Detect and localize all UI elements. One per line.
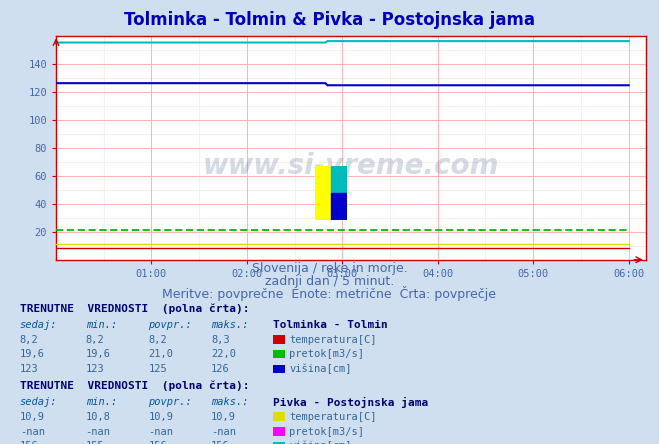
Text: maks.:: maks.: <box>211 397 248 407</box>
Text: Meritve: povprečne  Enote: metrične  Črta: povprečje: Meritve: povprečne Enote: metrične Črta:… <box>163 286 496 301</box>
Text: zadnji dan / 5 minut.: zadnji dan / 5 minut. <box>265 274 394 288</box>
Text: -nan: -nan <box>86 427 111 436</box>
Text: 126: 126 <box>211 364 229 374</box>
Text: 8,3: 8,3 <box>211 335 229 345</box>
Text: 123: 123 <box>20 364 38 374</box>
Text: 156: 156 <box>20 441 38 444</box>
Text: -nan: -nan <box>20 427 45 436</box>
Text: min.:: min.: <box>86 320 117 330</box>
Text: 10,9: 10,9 <box>20 412 45 422</box>
Text: 10,8: 10,8 <box>86 412 111 422</box>
Text: www.si-vreme.com: www.si-vreme.com <box>203 151 499 179</box>
Text: 21,0: 21,0 <box>148 349 173 359</box>
Text: 156: 156 <box>148 441 167 444</box>
Text: pretok[m3/s]: pretok[m3/s] <box>289 349 364 359</box>
Text: pretok[m3/s]: pretok[m3/s] <box>289 427 364 436</box>
Bar <box>315 166 331 220</box>
Text: 8,2: 8,2 <box>148 335 167 345</box>
Text: 155: 155 <box>86 441 104 444</box>
Text: temperatura[C]: temperatura[C] <box>289 412 377 422</box>
Text: povpr.:: povpr.: <box>148 397 192 407</box>
Text: TRENUTNE  VREDNOSTI  (polna črta):: TRENUTNE VREDNOSTI (polna črta): <box>20 303 249 314</box>
Text: sedaj:: sedaj: <box>20 397 57 407</box>
Text: 8,2: 8,2 <box>20 335 38 345</box>
Text: sedaj:: sedaj: <box>20 320 57 330</box>
Text: Tolminka - Tolmin & Pivka - Postojnska jama: Tolminka - Tolmin & Pivka - Postojnska j… <box>124 11 535 28</box>
Text: -nan: -nan <box>148 427 173 436</box>
Text: 19,6: 19,6 <box>20 349 45 359</box>
Text: min.:: min.: <box>86 397 117 407</box>
Text: 10,9: 10,9 <box>211 412 236 422</box>
Bar <box>331 193 347 220</box>
Text: Tolminka - Tolmin: Tolminka - Tolmin <box>273 320 388 330</box>
Text: 125: 125 <box>148 364 167 374</box>
Text: 22,0: 22,0 <box>211 349 236 359</box>
Text: 123: 123 <box>86 364 104 374</box>
Bar <box>331 166 347 193</box>
Text: višina[cm]: višina[cm] <box>289 441 352 444</box>
Text: 8,2: 8,2 <box>86 335 104 345</box>
Text: višina[cm]: višina[cm] <box>289 364 352 374</box>
Text: Pivka - Postojnska jama: Pivka - Postojnska jama <box>273 397 429 408</box>
Text: TRENUTNE  VREDNOSTI  (polna črta):: TRENUTNE VREDNOSTI (polna črta): <box>20 381 249 391</box>
Text: 19,6: 19,6 <box>86 349 111 359</box>
Text: Slovenija / reke in morje.: Slovenija / reke in morje. <box>252 262 407 275</box>
Text: 10,9: 10,9 <box>148 412 173 422</box>
Text: povpr.:: povpr.: <box>148 320 192 330</box>
Text: 156: 156 <box>211 441 229 444</box>
Text: -nan: -nan <box>211 427 236 436</box>
Text: maks.:: maks.: <box>211 320 248 330</box>
Text: temperatura[C]: temperatura[C] <box>289 335 377 345</box>
